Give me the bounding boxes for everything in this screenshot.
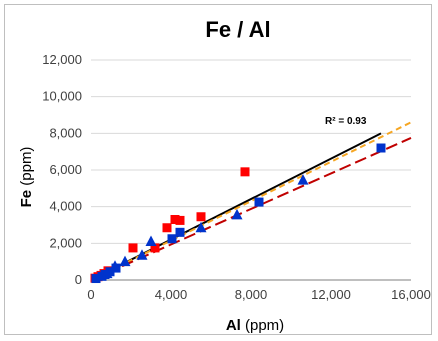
data-points	[90, 143, 386, 284]
data-point-triangle	[297, 174, 309, 185]
y-tick-label: 0	[75, 272, 82, 287]
y-tick-label: 2,000	[49, 235, 82, 250]
data-point-square	[105, 267, 115, 277]
data-point-square	[91, 274, 101, 284]
y-tick-label: 4,000	[49, 199, 82, 214]
data-point-triangle	[136, 249, 148, 260]
data-point-triangle	[231, 208, 243, 220]
data-point-square	[167, 234, 177, 244]
data-point-square	[254, 197, 264, 207]
data-point-square	[376, 143, 386, 153]
data-point-triangle	[109, 260, 121, 271]
data-point-triangle	[119, 255, 131, 267]
x-tick-label: 8,000	[235, 287, 268, 302]
y-tick-label: 8,000	[49, 125, 82, 140]
data-point-triangle	[145, 235, 157, 246]
data-point-triangle	[101, 267, 113, 279]
x-tick-labels: 0 4,000 8,000 12,000 16,000	[87, 287, 431, 302]
data-point-triangle	[195, 221, 207, 233]
y-tick-label: 12,000	[42, 52, 82, 67]
y-tick-label: 6,000	[49, 162, 82, 177]
chart-frame: Fe / Al 0 2,000 4,000 6,000 8,000 10,000 12,00…	[4, 4, 432, 335]
data-point-square	[162, 223, 172, 233]
x-axis-title: Al (ppm)	[226, 317, 284, 334]
r-squared-annotation: R² = 0.93	[325, 116, 367, 127]
chart-svg: Fe / Al 0 2,000 4,000 6,000 8,000 10,000 12,00…	[18, 17, 431, 334]
x-tick-label: 12,000	[311, 287, 351, 302]
data-point-square	[170, 215, 180, 224]
y-tick-label: 10,000	[42, 89, 82, 104]
y-axis-title-variable: Fe	[18, 190, 35, 208]
data-point-square	[175, 215, 185, 225]
chart-title: Fe / Al	[205, 17, 270, 42]
x-tick-label: 0	[87, 287, 94, 302]
y-axis-title-unit: (ppm)	[18, 147, 35, 190]
y-tick-labels: 0 2,000 4,000 6,000 8,000 10,000 12,000	[42, 52, 82, 287]
x-axis-title-unit: (ppm)	[241, 317, 284, 334]
data-point-square	[150, 243, 160, 253]
y-axis-title: Fe (ppm)	[18, 147, 35, 208]
data-point-square	[196, 212, 206, 222]
data-point-square	[240, 167, 250, 177]
x-tick-label: 4,000	[155, 287, 188, 302]
grid-lines	[91, 59, 411, 244]
data-point-square	[128, 243, 138, 253]
data-point-square	[175, 227, 185, 237]
x-tick-label: 16,000	[391, 287, 431, 302]
x-axis-title-variable: Al	[226, 317, 241, 334]
